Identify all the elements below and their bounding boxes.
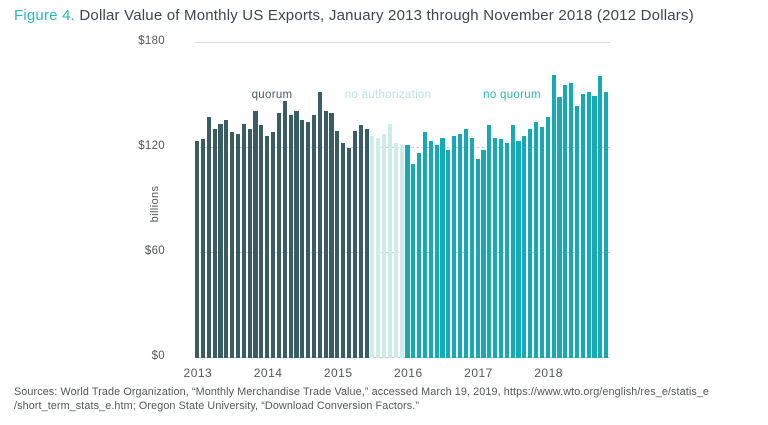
bar-2018-04 xyxy=(563,85,568,358)
bar-2015-09 xyxy=(382,134,387,358)
x-tick-2016: 2016 xyxy=(393,366,423,380)
bar-2014-08 xyxy=(306,121,311,358)
bar-2016-11 xyxy=(463,128,468,358)
x-tick-2013: 2013 xyxy=(183,366,213,380)
bar-2015-10 xyxy=(387,123,393,358)
bar-2014-05 xyxy=(288,114,293,358)
bar-2017-01 xyxy=(475,158,480,358)
bar-2016-02 xyxy=(411,163,416,358)
bar-2015-03 xyxy=(346,148,352,358)
bar-2013-11 xyxy=(253,111,258,358)
bar-2013-02 xyxy=(200,139,205,358)
bar-2013-06 xyxy=(224,120,229,358)
x-tick-2017: 2017 xyxy=(464,366,493,380)
source-note-line2: /short_term_stats_e.htm; Oregon State Un… xyxy=(14,399,420,412)
bar-2017-03 xyxy=(487,125,492,358)
bar-2016-04 xyxy=(422,132,428,358)
bar-2015-07 xyxy=(370,135,375,358)
bar-2014-07 xyxy=(300,120,305,358)
bar-2017-09 xyxy=(522,135,527,358)
bar-2013-01 xyxy=(195,141,200,358)
bar-2016-05 xyxy=(428,141,433,358)
page-title: Figure 4. Dollar Value of Monthly US Exp… xyxy=(14,7,762,24)
bar-2017-08 xyxy=(516,141,521,358)
bar-2013-05 xyxy=(218,123,223,358)
y-axis-label: billions xyxy=(149,185,161,223)
bar-2015-01 xyxy=(335,130,340,358)
bar-2016-08 xyxy=(446,149,451,358)
bar-2017-10 xyxy=(528,128,533,358)
bar-2017-06 xyxy=(504,142,509,358)
bar-2018-07 xyxy=(580,93,585,358)
bar-2014-03 xyxy=(276,113,281,358)
bar-2013-03 xyxy=(206,116,211,358)
bar-2014-11 xyxy=(323,111,328,358)
bar-2018-01 xyxy=(545,116,550,358)
bar-2014-06 xyxy=(294,111,299,358)
bar-2014-01 xyxy=(265,135,270,358)
bar-2015-05 xyxy=(358,125,363,358)
bar-2017-04 xyxy=(493,137,498,358)
source-note: Sources: World Trade Organization, “Mont… xyxy=(14,386,762,413)
bar-2016-10 xyxy=(458,134,463,358)
bar-2018-02 xyxy=(551,74,556,358)
bar-2014-04 xyxy=(282,100,287,358)
y-tick-120: $120 xyxy=(138,140,165,152)
bar-2018-08 xyxy=(586,92,591,358)
plot-area xyxy=(195,42,610,358)
bar-2018-09 xyxy=(592,95,597,358)
y-tick-180: $180 xyxy=(138,35,165,47)
bar-2015-06 xyxy=(364,128,369,358)
bar-2015-12 xyxy=(399,144,404,358)
bar-2016-07 xyxy=(440,137,445,358)
bar-2016-01 xyxy=(405,144,410,358)
y-tick-0: $0 xyxy=(151,350,165,362)
annotation-no-quorum: no quorum xyxy=(483,89,541,101)
bar-2013-09 xyxy=(241,123,246,358)
bar-2017-05 xyxy=(498,139,504,358)
x-tick-2018: 2018 xyxy=(534,366,563,380)
bar-2013-08 xyxy=(235,134,241,358)
bar-2014-12 xyxy=(329,113,334,358)
bar-2013-12 xyxy=(259,125,264,358)
figure-number-label: Figure 4. xyxy=(14,7,75,24)
bar-2013-07 xyxy=(230,132,235,358)
bar-2016-09 xyxy=(452,135,457,358)
bar-2016-06 xyxy=(434,144,439,358)
bar-2013-04 xyxy=(212,128,217,358)
bar-2018-10 xyxy=(598,76,603,358)
bar-2017-02 xyxy=(481,149,486,358)
x-tick-2014: 2014 xyxy=(253,366,283,380)
x-tick-2015: 2015 xyxy=(323,366,353,380)
figure-title-text: Dollar Value of Monthly US Exports, Janu… xyxy=(75,7,694,24)
bar-2016-12 xyxy=(469,137,474,358)
bar-2018-03 xyxy=(557,97,562,358)
bar-2015-08 xyxy=(376,137,381,358)
bar-2017-07 xyxy=(510,125,515,358)
bar-2017-11 xyxy=(534,121,539,358)
bar-2016-03 xyxy=(417,153,422,358)
y-tick-60: $60 xyxy=(144,245,165,257)
bar-2015-02 xyxy=(341,142,346,358)
bar-2014-09 xyxy=(311,114,317,358)
annotation-no-authorization: no authorization xyxy=(344,89,432,101)
bar-2015-04 xyxy=(352,130,357,358)
bar-2017-12 xyxy=(539,127,544,358)
annotation-quorum: quorum xyxy=(251,89,293,101)
gridline-180 xyxy=(195,42,610,43)
bar-2018-06 xyxy=(574,106,580,358)
bar-2018-05 xyxy=(569,83,574,358)
bar-2014-10 xyxy=(317,92,322,358)
source-note-line1: Sources: World Trade Organization, “Mont… xyxy=(14,386,710,398)
bar-2014-02 xyxy=(270,132,276,358)
bar-2013-10 xyxy=(247,128,252,358)
bar-2015-11 xyxy=(393,142,398,358)
bar-2018-11 xyxy=(604,92,609,358)
